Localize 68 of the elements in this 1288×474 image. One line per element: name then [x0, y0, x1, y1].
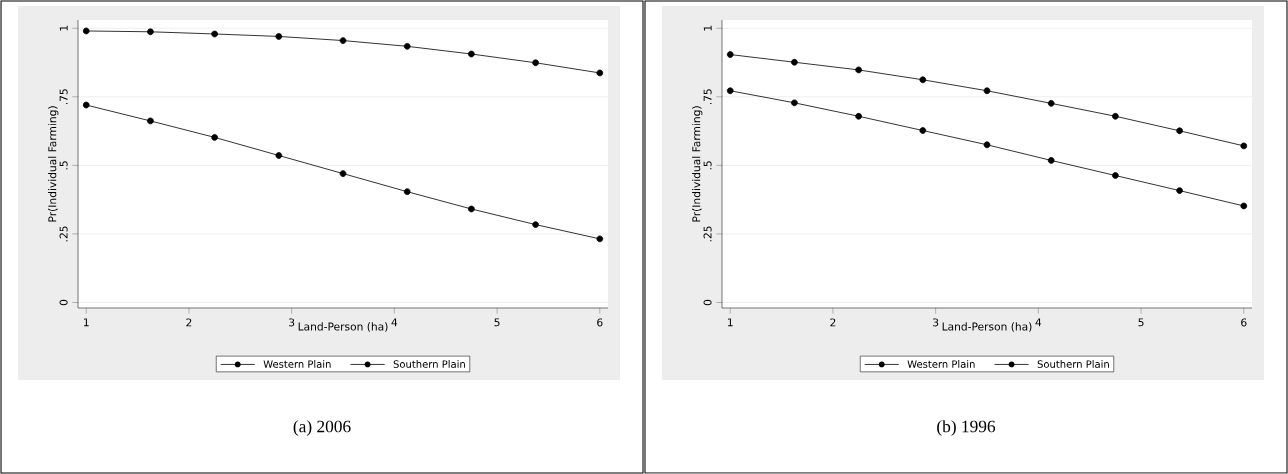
point	[1047, 157, 1055, 164]
point	[1240, 202, 1248, 210]
point	[919, 127, 927, 134]
point	[532, 59, 539, 67]
point	[596, 69, 604, 77]
point	[403, 188, 411, 196]
x-tick-label: 1	[728, 318, 733, 327]
text: (a) 2006	[293, 420, 351, 436]
y-tick-label: .25	[703, 226, 712, 242]
point	[983, 87, 991, 95]
point	[1240, 142, 1248, 150]
x-tick-label: 2	[186, 318, 192, 327]
point	[468, 50, 475, 58]
point	[983, 141, 991, 149]
point	[1047, 100, 1055, 107]
y-tick-label: .75	[59, 89, 68, 105]
x-tick-label: 6	[597, 318, 603, 327]
x-tick-label: 4	[1035, 318, 1042, 327]
point	[1112, 112, 1119, 120]
y-tick-label: .75	[703, 89, 712, 105]
point	[211, 30, 218, 38]
point	[82, 27, 90, 35]
x-axis-title: Land-Person (ha)	[298, 322, 388, 332]
point	[339, 37, 347, 44]
point	[726, 87, 734, 95]
point	[919, 76, 927, 84]
point	[468, 205, 475, 213]
x-tick-label: 3	[289, 318, 295, 327]
point	[275, 33, 283, 40]
y-tick-label: .5	[59, 161, 68, 170]
x-tick-label: 3	[933, 318, 939, 327]
y-tick-label: .5	[703, 161, 712, 170]
point	[339, 170, 347, 177]
point	[275, 152, 283, 159]
point	[211, 134, 218, 141]
y-tick-label: 0	[59, 299, 68, 306]
legend-label: Southern Plain	[393, 360, 465, 368]
legend-label: Western Plain	[263, 360, 331, 368]
legend-label: Western Plain	[907, 360, 975, 368]
x-tick-label: 6	[1241, 318, 1247, 327]
text: (b) 1996	[937, 420, 996, 436]
point	[82, 101, 90, 109]
point	[532, 221, 539, 228]
point	[1176, 127, 1183, 135]
x-tick-label: 5	[1138, 318, 1144, 327]
point	[1112, 172, 1119, 179]
x-axis-title: Land-Person (ha)	[942, 322, 1032, 332]
y-tick-label: 0	[703, 299, 712, 306]
point	[726, 51, 734, 58]
point	[147, 117, 154, 125]
point	[855, 66, 862, 74]
point	[147, 28, 154, 36]
point	[1176, 187, 1183, 194]
point	[855, 112, 862, 120]
y-axis-title: Pr(Individual Farming)	[48, 106, 59, 222]
point	[791, 99, 798, 107]
y-tick-label: .25	[59, 226, 68, 242]
x-tick-label: 4	[391, 318, 398, 327]
x-tick-label: 2	[830, 318, 836, 327]
x-tick-label: 5	[494, 318, 500, 327]
point	[791, 58, 798, 66]
y-tick-label: 1	[703, 25, 712, 31]
y-tick-label: 1	[59, 25, 68, 31]
legend-label: Southern Plain	[1037, 360, 1109, 368]
y-axis-title: Pr(Individual Farming)	[692, 106, 703, 222]
x-tick-label: 1	[84, 318, 89, 327]
point	[403, 42, 411, 50]
point	[596, 235, 604, 243]
